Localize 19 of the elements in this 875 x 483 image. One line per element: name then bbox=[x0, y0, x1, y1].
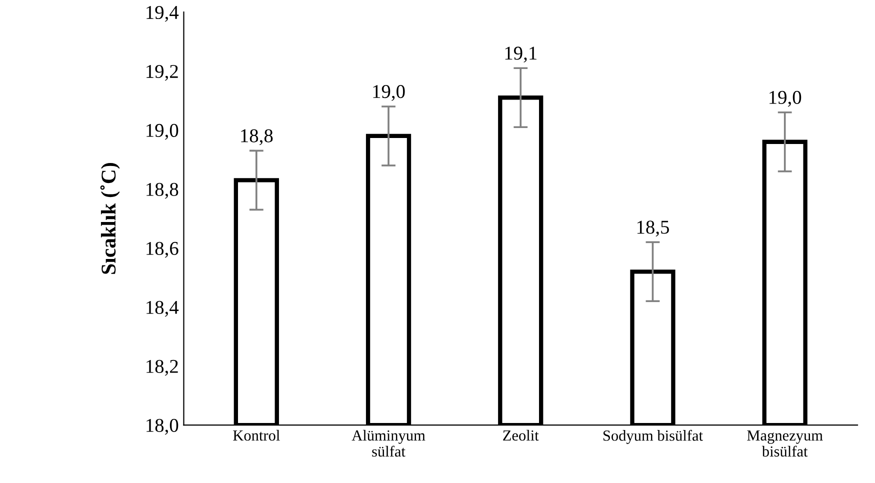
y-tick-label: 18,2 bbox=[146, 360, 178, 376]
data-label: 19,0 bbox=[373, 84, 405, 101]
y-tick-label: 18,6 bbox=[146, 242, 178, 258]
data-label: 19,0 bbox=[770, 90, 802, 107]
data-label: 19,1 bbox=[505, 46, 536, 63]
x-tick-label: Sodyum bisülfat bbox=[603, 430, 703, 444]
x-tick-label: Kontrol bbox=[233, 430, 280, 441]
y-tick-label: 19,4 bbox=[146, 6, 179, 22]
x-tick-label: Zeolit bbox=[503, 430, 539, 441]
data-label: 18,8 bbox=[241, 129, 273, 146]
y-tick-label: 19,0 bbox=[146, 124, 178, 140]
x-tick-label: Magnezyum bisülfat bbox=[747, 430, 823, 457]
y-axis-title: Sıcaklık (˚C) bbox=[100, 163, 120, 274]
x-tick-label: Alüminyum sülfat bbox=[352, 430, 426, 457]
y-tick-label: 18,8 bbox=[146, 182, 178, 199]
y-tick-label: 18,0 bbox=[146, 418, 178, 435]
y-tick-label: 18,4 bbox=[146, 300, 179, 317]
y-tick-label: 19,2 bbox=[146, 64, 178, 81]
data-label: 18,5 bbox=[637, 220, 669, 237]
